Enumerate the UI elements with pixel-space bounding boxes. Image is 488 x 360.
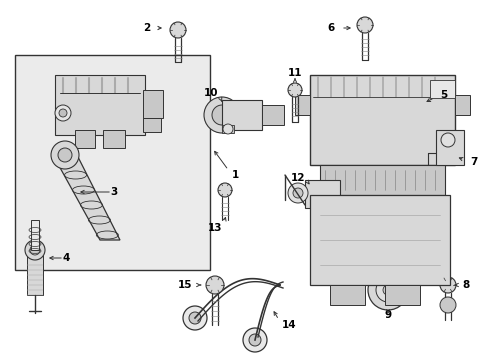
Circle shape — [205, 276, 224, 294]
Bar — [435, 130, 463, 165]
Bar — [319, 165, 444, 195]
Text: 7: 7 — [469, 157, 476, 167]
Circle shape — [203, 97, 240, 133]
Text: 3: 3 — [110, 187, 118, 197]
Text: 1: 1 — [231, 170, 239, 180]
Bar — [329, 285, 364, 305]
Circle shape — [367, 270, 407, 310]
Text: 13: 13 — [207, 223, 222, 233]
Bar — [429, 80, 454, 98]
Text: 15: 15 — [177, 280, 192, 290]
Circle shape — [59, 109, 67, 117]
Circle shape — [223, 124, 232, 134]
Bar — [75, 130, 95, 148]
Circle shape — [287, 83, 302, 97]
Bar — [222, 100, 262, 130]
Circle shape — [375, 278, 399, 302]
Bar — [103, 130, 125, 148]
Text: 14: 14 — [282, 320, 296, 330]
Bar — [454, 95, 469, 115]
Bar — [262, 105, 284, 125]
Circle shape — [439, 277, 455, 293]
Bar — [31, 220, 39, 250]
Circle shape — [287, 183, 307, 203]
Bar — [305, 180, 339, 208]
Circle shape — [51, 141, 79, 169]
Text: 2: 2 — [142, 23, 150, 33]
Text: 9: 9 — [384, 310, 391, 320]
Bar — [55, 75, 145, 135]
Circle shape — [356, 17, 372, 33]
Bar — [384, 285, 419, 305]
Text: 4: 4 — [62, 253, 70, 263]
Bar — [294, 95, 309, 115]
Circle shape — [58, 148, 72, 162]
Text: 11: 11 — [287, 68, 302, 78]
Circle shape — [243, 328, 266, 352]
Text: 8: 8 — [461, 280, 468, 290]
Bar — [142, 90, 163, 118]
Circle shape — [382, 285, 392, 295]
Circle shape — [439, 297, 455, 313]
Circle shape — [212, 105, 231, 125]
Circle shape — [170, 22, 185, 38]
Polygon shape — [53, 155, 120, 240]
Circle shape — [183, 306, 206, 330]
Text: 6: 6 — [327, 23, 334, 33]
Bar — [309, 208, 331, 226]
Bar — [309, 75, 454, 165]
Circle shape — [25, 240, 45, 260]
Bar — [27, 255, 43, 295]
Bar — [15, 55, 209, 270]
Circle shape — [292, 188, 303, 198]
Text: 5: 5 — [439, 90, 447, 100]
Bar — [222, 125, 234, 133]
Circle shape — [440, 133, 454, 147]
Text: 10: 10 — [203, 88, 218, 98]
Text: 12: 12 — [290, 173, 305, 183]
Circle shape — [30, 245, 40, 255]
Circle shape — [218, 183, 231, 197]
Bar — [142, 118, 161, 132]
Circle shape — [248, 334, 261, 346]
Bar — [309, 195, 449, 285]
Circle shape — [55, 105, 71, 121]
Circle shape — [189, 312, 201, 324]
